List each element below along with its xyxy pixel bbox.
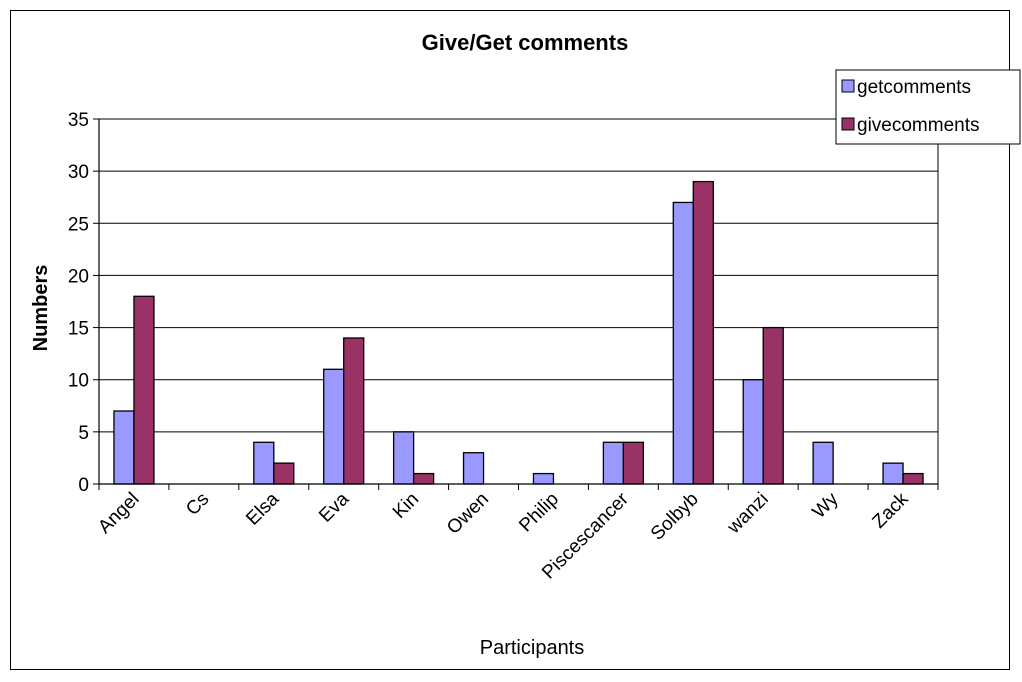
x-tick-label: Angel (94, 489, 143, 538)
bar-givecomments-wanzi (762, 326, 784, 485)
y-tick-label: 0 (78, 475, 89, 496)
x-tick-label: Eva (315, 488, 353, 526)
y-axis-title: Numbers (30, 265, 52, 352)
x-tick-label: Owen (443, 489, 493, 539)
legend: getcomments givecomments (835, 69, 1021, 145)
x-tick-label: Zack (869, 488, 913, 532)
x-tick-label: Kin (389, 489, 423, 523)
x-tick-label: Solbyb (647, 489, 703, 545)
legend-label-givecomments: givecomments (857, 115, 980, 136)
bar-getcomments-Philip (532, 472, 555, 485)
x-axis-title: Participants (480, 637, 585, 659)
bar-getcomments-Solbyb (672, 201, 694, 485)
bar-getcomments-Angel (113, 410, 135, 485)
axes (98, 119, 939, 490)
bar-givecomments-Zack (902, 472, 924, 485)
legend-swatch-getcomments (841, 79, 855, 93)
bar-givecomments-Kin (412, 472, 435, 485)
bar-getcomments-Zack (882, 462, 904, 485)
x-tick-label: Philip (515, 489, 563, 537)
bar-givecomments-Elsa (273, 462, 295, 485)
bar-givecomments-Solbyb (692, 180, 714, 485)
legend-swatch-givecomments (841, 117, 855, 131)
y-tick-label: 35 (68, 110, 89, 131)
chart-title: Give/Get comments (422, 30, 629, 55)
bar-givecomments-Angel (133, 295, 155, 485)
bar-getcomments-Piscescancer (602, 441, 625, 485)
y-tick-label: 10 (68, 371, 89, 392)
legend-box (835, 69, 1021, 145)
y-tick-label: 25 (68, 214, 89, 235)
x-tick-label: wanzi (723, 489, 773, 539)
y-tick-labels: 0 5 10 15 20 25 30 35 (68, 110, 99, 496)
legend-label-getcomments: getcomments (857, 77, 971, 98)
y-tick-label: 20 (68, 266, 89, 287)
bar-getcomments-Owen (462, 452, 485, 485)
x-tick-label: Wy (809, 488, 843, 522)
bar-getcomments-Eva (323, 368, 345, 485)
bar-getcomments-Kin (392, 431, 415, 485)
y-tick-label: 15 (68, 319, 89, 340)
gridlines (99, 118, 938, 433)
bar-getcomments-wanzi (742, 379, 764, 485)
bar-getcomments-Elsa (253, 441, 275, 485)
x-tick-label: Cs (182, 489, 213, 520)
bar-givecomments-Eva (343, 337, 365, 485)
y-tick-label: 5 (78, 423, 89, 444)
bar-getcomments-Wy (812, 441, 834, 485)
y-tick-label: 30 (68, 162, 89, 183)
x-tick-label: Elsa (242, 488, 283, 529)
bar-givecomments-Piscescancer (622, 441, 645, 485)
bars (113, 180, 924, 485)
